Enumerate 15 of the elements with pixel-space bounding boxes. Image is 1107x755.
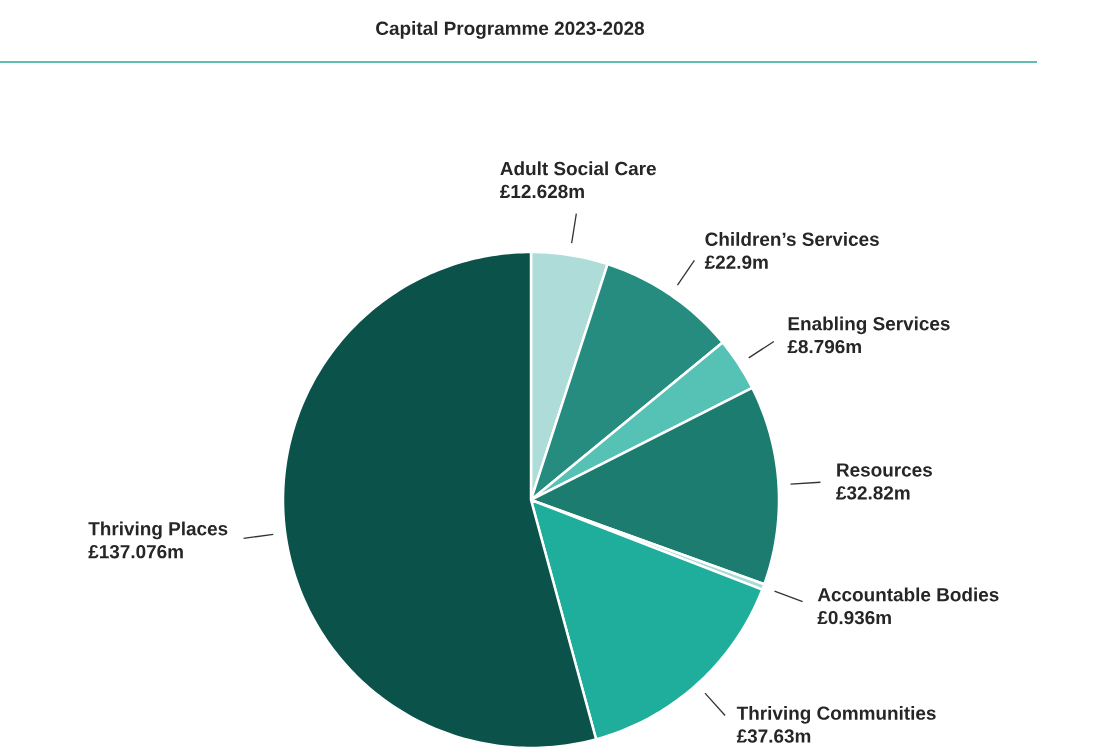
data-label: £37.63m (736, 729, 811, 743)
data-label: £22.9m (704, 255, 768, 269)
data-label: £0.936m (817, 610, 891, 625)
data-label: £12.628m (500, 184, 584, 199)
slice-label: Adult Social Care (500, 161, 656, 176)
data-label: £8.796m (787, 339, 861, 354)
data-label: £137.076m (88, 544, 183, 559)
chart-title: Capital Programme 2023-2028 (376, 21, 645, 39)
slice-label: Children’s Services (705, 232, 879, 246)
slice-label: Enabling Services (788, 316, 950, 335)
slice-label: Thriving Communities (736, 705, 936, 724)
data-label: £32.82m (836, 486, 910, 500)
slice-label: Resources (837, 463, 932, 477)
slice-label: Thriving Places (88, 521, 228, 540)
slice-label: Accountable Bodies (817, 587, 999, 602)
